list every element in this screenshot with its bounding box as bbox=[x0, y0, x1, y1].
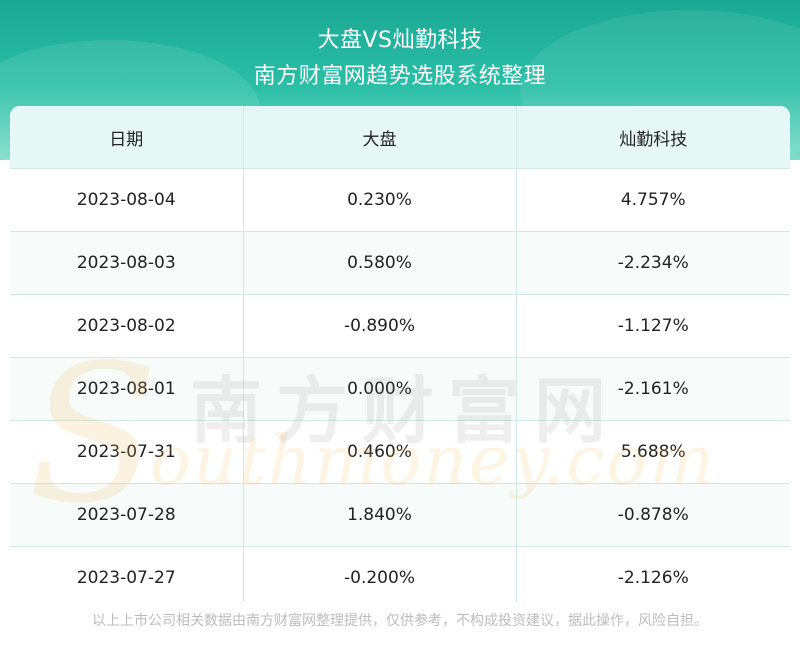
footer-disclaimer: 以上上市公司相关数据由南方财富网整理提供，仅供参考，不构成投资建议，据此操作，风… bbox=[92, 613, 708, 629]
cell-stock: -2.234% bbox=[516, 231, 790, 295]
cell-stock: -2.161% bbox=[516, 357, 790, 421]
cell-date: 2023-08-04 bbox=[10, 168, 244, 232]
table-row: 2023-08-02 -0.890% -1.127% bbox=[10, 294, 790, 358]
cell-date: 2023-08-03 bbox=[10, 231, 244, 295]
cell-stock: 5.688% bbox=[516, 420, 790, 484]
table-row: 2023-07-31 0.460% 5.688% bbox=[10, 420, 790, 484]
cell-stock: -2.126% bbox=[516, 546, 790, 602]
cell-market: 0.460% bbox=[243, 420, 517, 484]
cell-market: 0.230% bbox=[243, 168, 517, 232]
table-row: 2023-07-27 -0.200% -2.126% bbox=[10, 546, 790, 602]
column-header-stock: 灿勤科技 bbox=[516, 106, 790, 169]
column-header-date: 日期 bbox=[10, 106, 244, 169]
cell-stock: -1.127% bbox=[516, 294, 790, 358]
cell-date: 2023-07-28 bbox=[10, 483, 244, 547]
cell-date: 2023-07-27 bbox=[10, 546, 244, 602]
cell-date: 2023-07-31 bbox=[10, 420, 244, 484]
cell-stock: -0.878% bbox=[516, 483, 790, 547]
cell-stock: 4.757% bbox=[516, 168, 790, 232]
page-title: 大盘VS灿勤科技 bbox=[317, 28, 483, 53]
cell-market: -0.890% bbox=[243, 294, 517, 358]
comparison-table: 日期 大盘 灿勤科技 2023-08-04 0.230% 4.757% 2023… bbox=[10, 106, 790, 602]
cell-market: 0.580% bbox=[243, 231, 517, 295]
table-row: 2023-07-28 1.840% -0.878% bbox=[10, 483, 790, 547]
column-header-market: 大盘 bbox=[243, 106, 517, 169]
table-row: 2023-08-03 0.580% -2.234% bbox=[10, 231, 790, 295]
cell-market: 1.840% bbox=[243, 483, 517, 547]
cell-date: 2023-08-01 bbox=[10, 357, 244, 421]
table-row: 2023-08-01 0.000% -2.161% bbox=[10, 357, 790, 421]
table-header-row: 日期 大盘 灿勤科技 bbox=[10, 106, 790, 169]
comparison-table-card: 日期 大盘 灿勤科技 2023-08-04 0.230% 4.757% 2023… bbox=[10, 106, 790, 602]
cell-market: -0.200% bbox=[243, 546, 517, 602]
page-subtitle: 南方财富网趋势选股系统整理 bbox=[253, 64, 547, 89]
table-row: 2023-08-04 0.230% 4.757% bbox=[10, 168, 790, 232]
cell-market: 0.000% bbox=[243, 357, 517, 421]
cell-date: 2023-08-02 bbox=[10, 294, 244, 358]
